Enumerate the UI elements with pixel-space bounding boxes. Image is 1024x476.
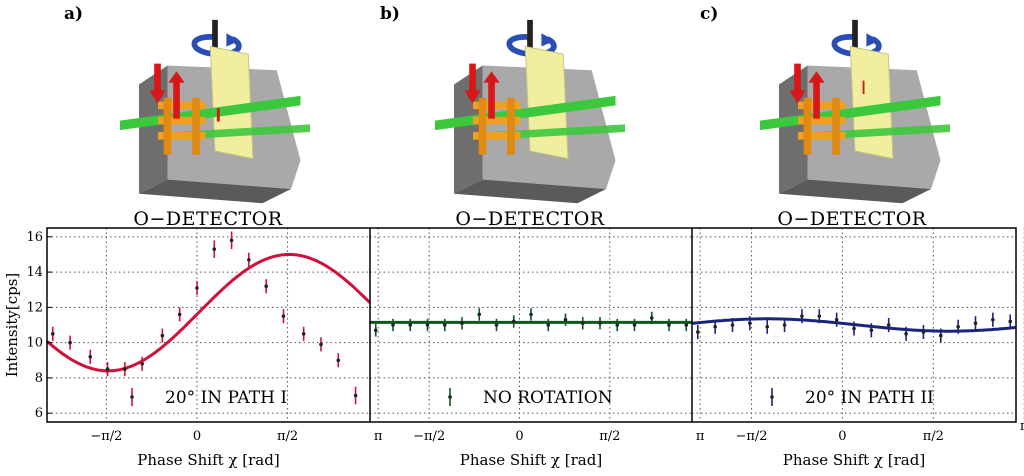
panel-b-point-1 [391,323,395,327]
panel-b-point-9 [529,312,533,317]
panel-b-legend-dot [448,395,452,399]
panel-b-point-4 [442,323,447,327]
panel-b-detector-title: O−DETECTOR [455,208,605,230]
panel-a-point-3 [105,367,110,371]
panel-c-point-16 [973,321,978,326]
panel-c-point-1 [713,324,717,329]
panel-c-point-8 [834,317,839,322]
panel-b-legend-text: NO ROTATION [483,388,613,408]
panel-a-point-4 [123,367,127,371]
panel-a-point-10 [229,238,234,243]
panel-a-point-13 [281,314,286,318]
panel-b-point-10 [546,323,551,327]
panel-c-letter: c) [700,4,719,24]
panel-b-xtick-label-1: 0 [515,429,523,444]
panel-c-point-3 [748,321,752,326]
panel-a-point-2 [88,354,93,359]
panel-c-xtick-label-1: 0 [838,429,846,444]
panel-a-legend-dot [130,395,134,399]
panel-c-xtick-label-2: π/2 [923,429,944,444]
panel-b-xlabel: Phase Shift χ [rad] [460,451,602,469]
panel-a-point-0 [50,332,55,336]
plot-frame [46,227,1017,423]
panel-c-point-17 [991,317,995,322]
panel-c-point-9 [852,326,856,331]
panel-b-xtick-label-3: π [696,429,705,444]
panel-b-xtick-label-0: −π/2 [413,429,445,444]
ytick-label-4: 8 [35,371,43,386]
panel-c-point-4 [765,324,770,329]
setup-illustration-c [755,18,955,208]
panel-c-point-15 [956,324,960,329]
panel-a-legend-text: 20° IN PATH I [165,388,287,408]
panel-a-point-14 [301,332,306,336]
panel-c-xtick-label-0: −π/2 [735,429,767,444]
ytick-label-0: 16 [26,230,43,245]
panel-b-point-18 [684,323,689,327]
panel-b-point-7 [494,323,499,327]
panel-a-xtick-label-1: 0 [193,429,201,444]
panel-b-point-16 [649,316,654,320]
panel-a-point-1 [68,340,72,345]
panel-a-xtick-label-0: −π/2 [90,429,122,444]
ytick-label-5: 6 [35,406,43,421]
panel-a-detector-title: O−DETECTOR [133,208,283,230]
panel-c-point-5 [782,323,787,327]
panel-c-point-13 [921,330,926,334]
panel-a-point-8 [195,286,199,290]
panel-a-xlabel: Phase Shift χ [rad] [137,451,279,469]
panel-c-point-18 [1008,319,1013,324]
panel-c-detector-title: O−DETECTOR [777,208,927,230]
panel-c-point-11 [886,323,891,327]
panel-b-point-5 [460,321,464,326]
panel-b-point-17 [667,323,671,327]
panel-b-point-2 [408,323,413,327]
panel-a-fit-curve [46,253,372,373]
panel-b-point-14 [615,323,620,327]
panel-b-point-15 [632,323,637,327]
panel-c-legend-text: 20° IN PATH II [805,388,934,408]
panel-b-point-12 [580,321,585,326]
panel-b-point-3 [425,323,430,327]
panel-a-point-9 [212,247,217,251]
panel-c-point-14 [938,333,943,338]
panel-c-legend-dot [770,395,774,399]
setup-illustration-a [115,18,315,208]
panel-a-point-17 [353,393,358,398]
panel-c-point-2 [730,323,735,327]
panel-b-point-11 [563,317,568,322]
ytick-label-3: 10 [26,336,43,351]
panel-a-xtick-label-2: π/2 [277,429,298,444]
panel-a-xtick-label-3: π [374,429,383,444]
panel-b-point-6 [477,312,482,317]
panel-a-point-5 [140,362,144,366]
panel-a-point-12 [264,284,268,289]
panel-c-point-7 [817,314,822,318]
panel-c-point-6 [800,314,804,318]
panel-c-point-12 [904,332,908,336]
panel-a-letter: a) [64,4,84,24]
panel-a-point-11 [247,257,251,262]
panel-b-point-8 [511,319,516,324]
panel-b-point-0 [373,328,378,333]
ylabel: Intensity[cps] [3,273,21,378]
panel-b-point-13 [598,321,602,326]
panel-a-point-15 [319,342,323,347]
panel-c-point-10 [869,328,874,333]
panel-c-point-0 [695,330,700,334]
panel-c-xtick-label-3: π [1020,419,1024,434]
panel-a-point-7 [177,312,182,317]
panel-a-point-16 [336,358,341,363]
panel-b-letter: b) [380,4,400,24]
ytick-label-2: 12 [26,300,43,315]
panel-b-xtick-label-2: π/2 [599,429,620,444]
panel-a-point-6 [160,333,165,338]
ytick-label-1: 14 [26,265,43,280]
panel-c-xlabel: Phase Shift χ [rad] [783,451,925,469]
